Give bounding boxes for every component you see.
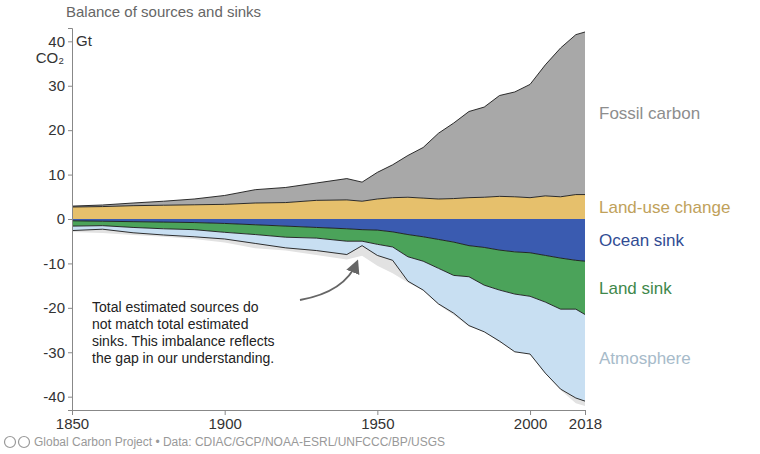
x-tick: 1950	[361, 410, 394, 432]
y-tick-label: -20	[43, 299, 65, 316]
series-label: Fossil carbon	[599, 104, 700, 123]
y-tick-label: -40	[43, 388, 65, 405]
y-tick: -30	[43, 344, 72, 361]
plot-area	[72, 32, 585, 406]
annotation-arrow	[300, 262, 357, 300]
series-edge	[72, 195, 585, 207]
x-tick: 1850	[56, 410, 89, 432]
series-area	[72, 226, 585, 401]
y-tick: -20	[43, 299, 72, 316]
annotation: Total estimated sources do	[92, 299, 259, 315]
source: Global Carbon Project • Data: CDIAC/GCP/…	[34, 435, 445, 449]
y-tick: -40	[43, 388, 72, 405]
title: Balance of sources and sinks	[66, 3, 261, 20]
y-tick-mark	[68, 175, 72, 176]
series-label: Land sink	[599, 279, 672, 298]
y-tick-label: -30	[43, 344, 65, 361]
y-axis-title: CO₂	[36, 49, 65, 66]
y-tick: 20	[48, 121, 72, 138]
series-label: Land-use change	[599, 198, 730, 217]
y-tick-mark	[68, 263, 72, 264]
y-tick-mark	[68, 86, 72, 87]
x-tick: 2000	[514, 410, 547, 432]
series-label: Ocean sink	[599, 231, 685, 250]
y-tick-mark	[68, 41, 72, 42]
x-tick-label: 1900	[208, 415, 241, 432]
annotation: the gap in our understanding.	[92, 350, 274, 366]
y-axis: 40 30 20 10 0 -10 -20 -30 -40	[43, 29, 72, 411]
y-tick: 30	[48, 77, 72, 94]
series-edge	[72, 226, 585, 315]
y-tick-label: 30	[48, 77, 65, 94]
licence-icon	[5, 437, 16, 448]
series-area	[72, 32, 585, 207]
series-edge	[72, 221, 585, 261]
x-tick-label: 1950	[361, 415, 394, 432]
x-tick-label: 2000	[514, 415, 547, 432]
licence-icon	[19, 437, 30, 448]
y-tick-label: 20	[48, 121, 65, 138]
annotation: sinks. This imbalance reflects	[92, 333, 275, 349]
series-edge	[72, 229, 585, 401]
x-axis-line	[73, 411, 586, 416]
y-tick-mark	[68, 352, 72, 353]
y-tick: -10	[43, 255, 72, 272]
x-axis: 1850 1900 1950 2000 2018	[56, 410, 602, 432]
y-tick-mark	[68, 130, 72, 131]
chart: 40 30 20 10 0 -10 -20 -30 -40 Gt CO₂ 1850 1900 1950 20…	[0, 0, 760, 454]
x-tick-label: 2018	[569, 415, 602, 432]
y-tick-label: 0	[57, 210, 65, 227]
annotation: not match total estimated	[92, 316, 248, 332]
y-tick-label: 10	[48, 166, 65, 183]
y-tick: 0	[57, 210, 72, 227]
series-edge	[72, 32, 585, 206]
y-axis-title: Gt	[76, 32, 93, 49]
series-label: Atmosphere	[599, 349, 691, 368]
y-axis-line	[68, 29, 73, 411]
y-tick-label: 40	[48, 33, 65, 50]
y-tick: 40	[48, 33, 72, 50]
y-tick: 10	[48, 166, 72, 183]
x-tick-label: 1850	[56, 415, 89, 432]
y-tick-mark	[68, 308, 72, 309]
y-tick-mark	[68, 397, 72, 398]
imbalance-area	[72, 219, 585, 406]
x-tick: 2018	[569, 410, 602, 432]
y-tick-mark	[68, 219, 72, 220]
x-tick: 1900	[208, 410, 241, 432]
y-tick-label: -10	[43, 255, 65, 272]
